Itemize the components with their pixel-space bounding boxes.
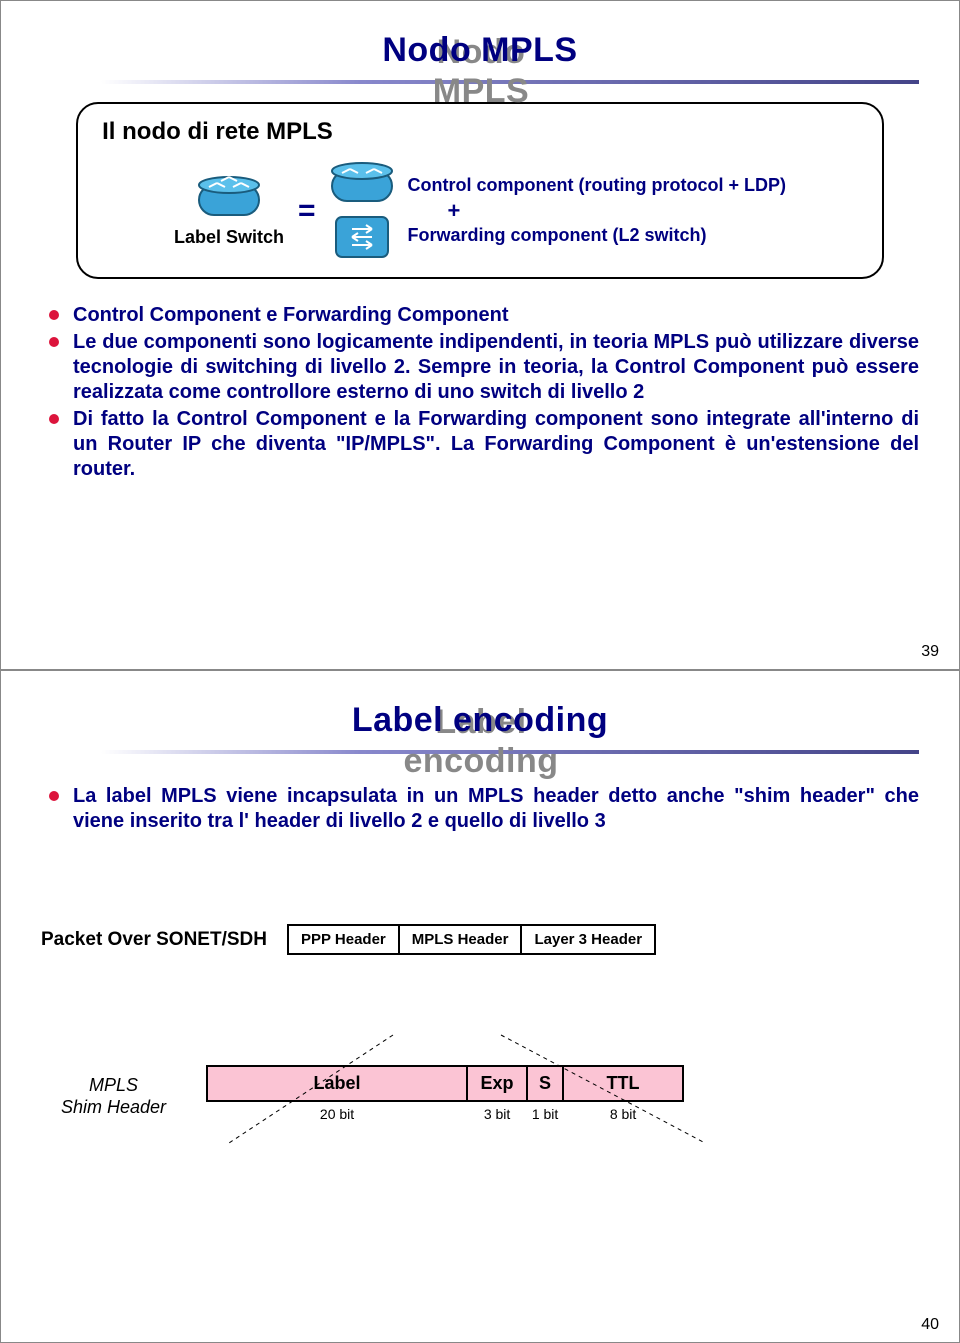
label-switch-col: Label Switch [174, 173, 284, 248]
page-number: 40 [921, 1316, 939, 1334]
slide-title: Nodo MPLS Nodo MPLS [41, 31, 919, 70]
equals-sign: = [298, 194, 316, 228]
slide-title: Label encoding Label encoding [41, 701, 919, 740]
bullet-item: Di fatto la Control Component e la Forwa… [49, 407, 919, 482]
bullet-list-2: La label MPLS viene incapsulata in un MP… [41, 784, 919, 834]
node-card: Il nodo di rete MPLS Label Switch = [76, 102, 884, 279]
shim-bits: 8 bit [563, 1101, 683, 1128]
packet-boxes: PPP HeaderMPLS HeaderLayer 3 Header [287, 924, 656, 955]
bullet-item: Control Component e Forwarding Component [49, 303, 919, 328]
packet-row: Packet Over SONET/SDH PPP HeaderMPLS Hea… [41, 924, 919, 955]
shim-field: Exp [467, 1066, 527, 1101]
router-icon-2 [330, 159, 394, 211]
shim-bits: 3 bit [467, 1101, 527, 1128]
router-icon [197, 173, 261, 225]
shim-table: LabelExpSTTL 20 bit3 bit1 bit8 bit [206, 1065, 684, 1128]
shim-field: S [527, 1066, 563, 1101]
packet-label: Packet Over SONET/SDH [41, 929, 267, 951]
control-text-col: Control component (routing protocol + LD… [408, 174, 786, 247]
control-component-text: Control component (routing protocol + LD… [408, 174, 786, 197]
bullet-item: Le due componenti sono logicamente indip… [49, 330, 919, 405]
card-title: Il nodo di rete MPLS [102, 118, 858, 147]
plus-sign: + [408, 198, 461, 224]
slide-nodo-mpls: Nodo MPLS Nodo MPLS Il nodo di rete MPLS… [0, 0, 960, 670]
slide-label-encoding: Label encoding Label encoding La label M… [0, 670, 960, 1343]
shim-bits: 1 bit [527, 1101, 563, 1128]
diagram-row: Label Switch = Control component (routin… [102, 159, 858, 263]
shim-bits: 20 bit [207, 1101, 467, 1128]
forwarding-component-text: Forwarding component (L2 switch) [408, 224, 707, 247]
page-number: 39 [921, 643, 939, 661]
bullet-list: Control Component e Forwarding Component… [41, 303, 919, 482]
packet-cell: MPLS Header [400, 926, 523, 953]
shim-fields-row: LabelExpSTTL [207, 1066, 683, 1101]
switch-icon [330, 211, 394, 263]
packet-cell: Layer 3 Header [522, 926, 654, 953]
shim-field: TTL [563, 1066, 683, 1101]
shim-header-row: MPLS Shim Header LabelExpSTTL 20 bit3 bi… [61, 1065, 919, 1128]
bullet-item: La label MPLS viene incapsulata in un MP… [49, 784, 919, 834]
shim-field: Label [207, 1066, 467, 1101]
label-switch-text: Label Switch [174, 227, 284, 248]
shim-bits-row: 20 bit3 bit1 bit8 bit [207, 1101, 683, 1128]
shim-label: MPLS Shim Header [61, 1075, 166, 1118]
router-switch-col [330, 159, 394, 263]
packet-cell: PPP Header [289, 926, 400, 953]
